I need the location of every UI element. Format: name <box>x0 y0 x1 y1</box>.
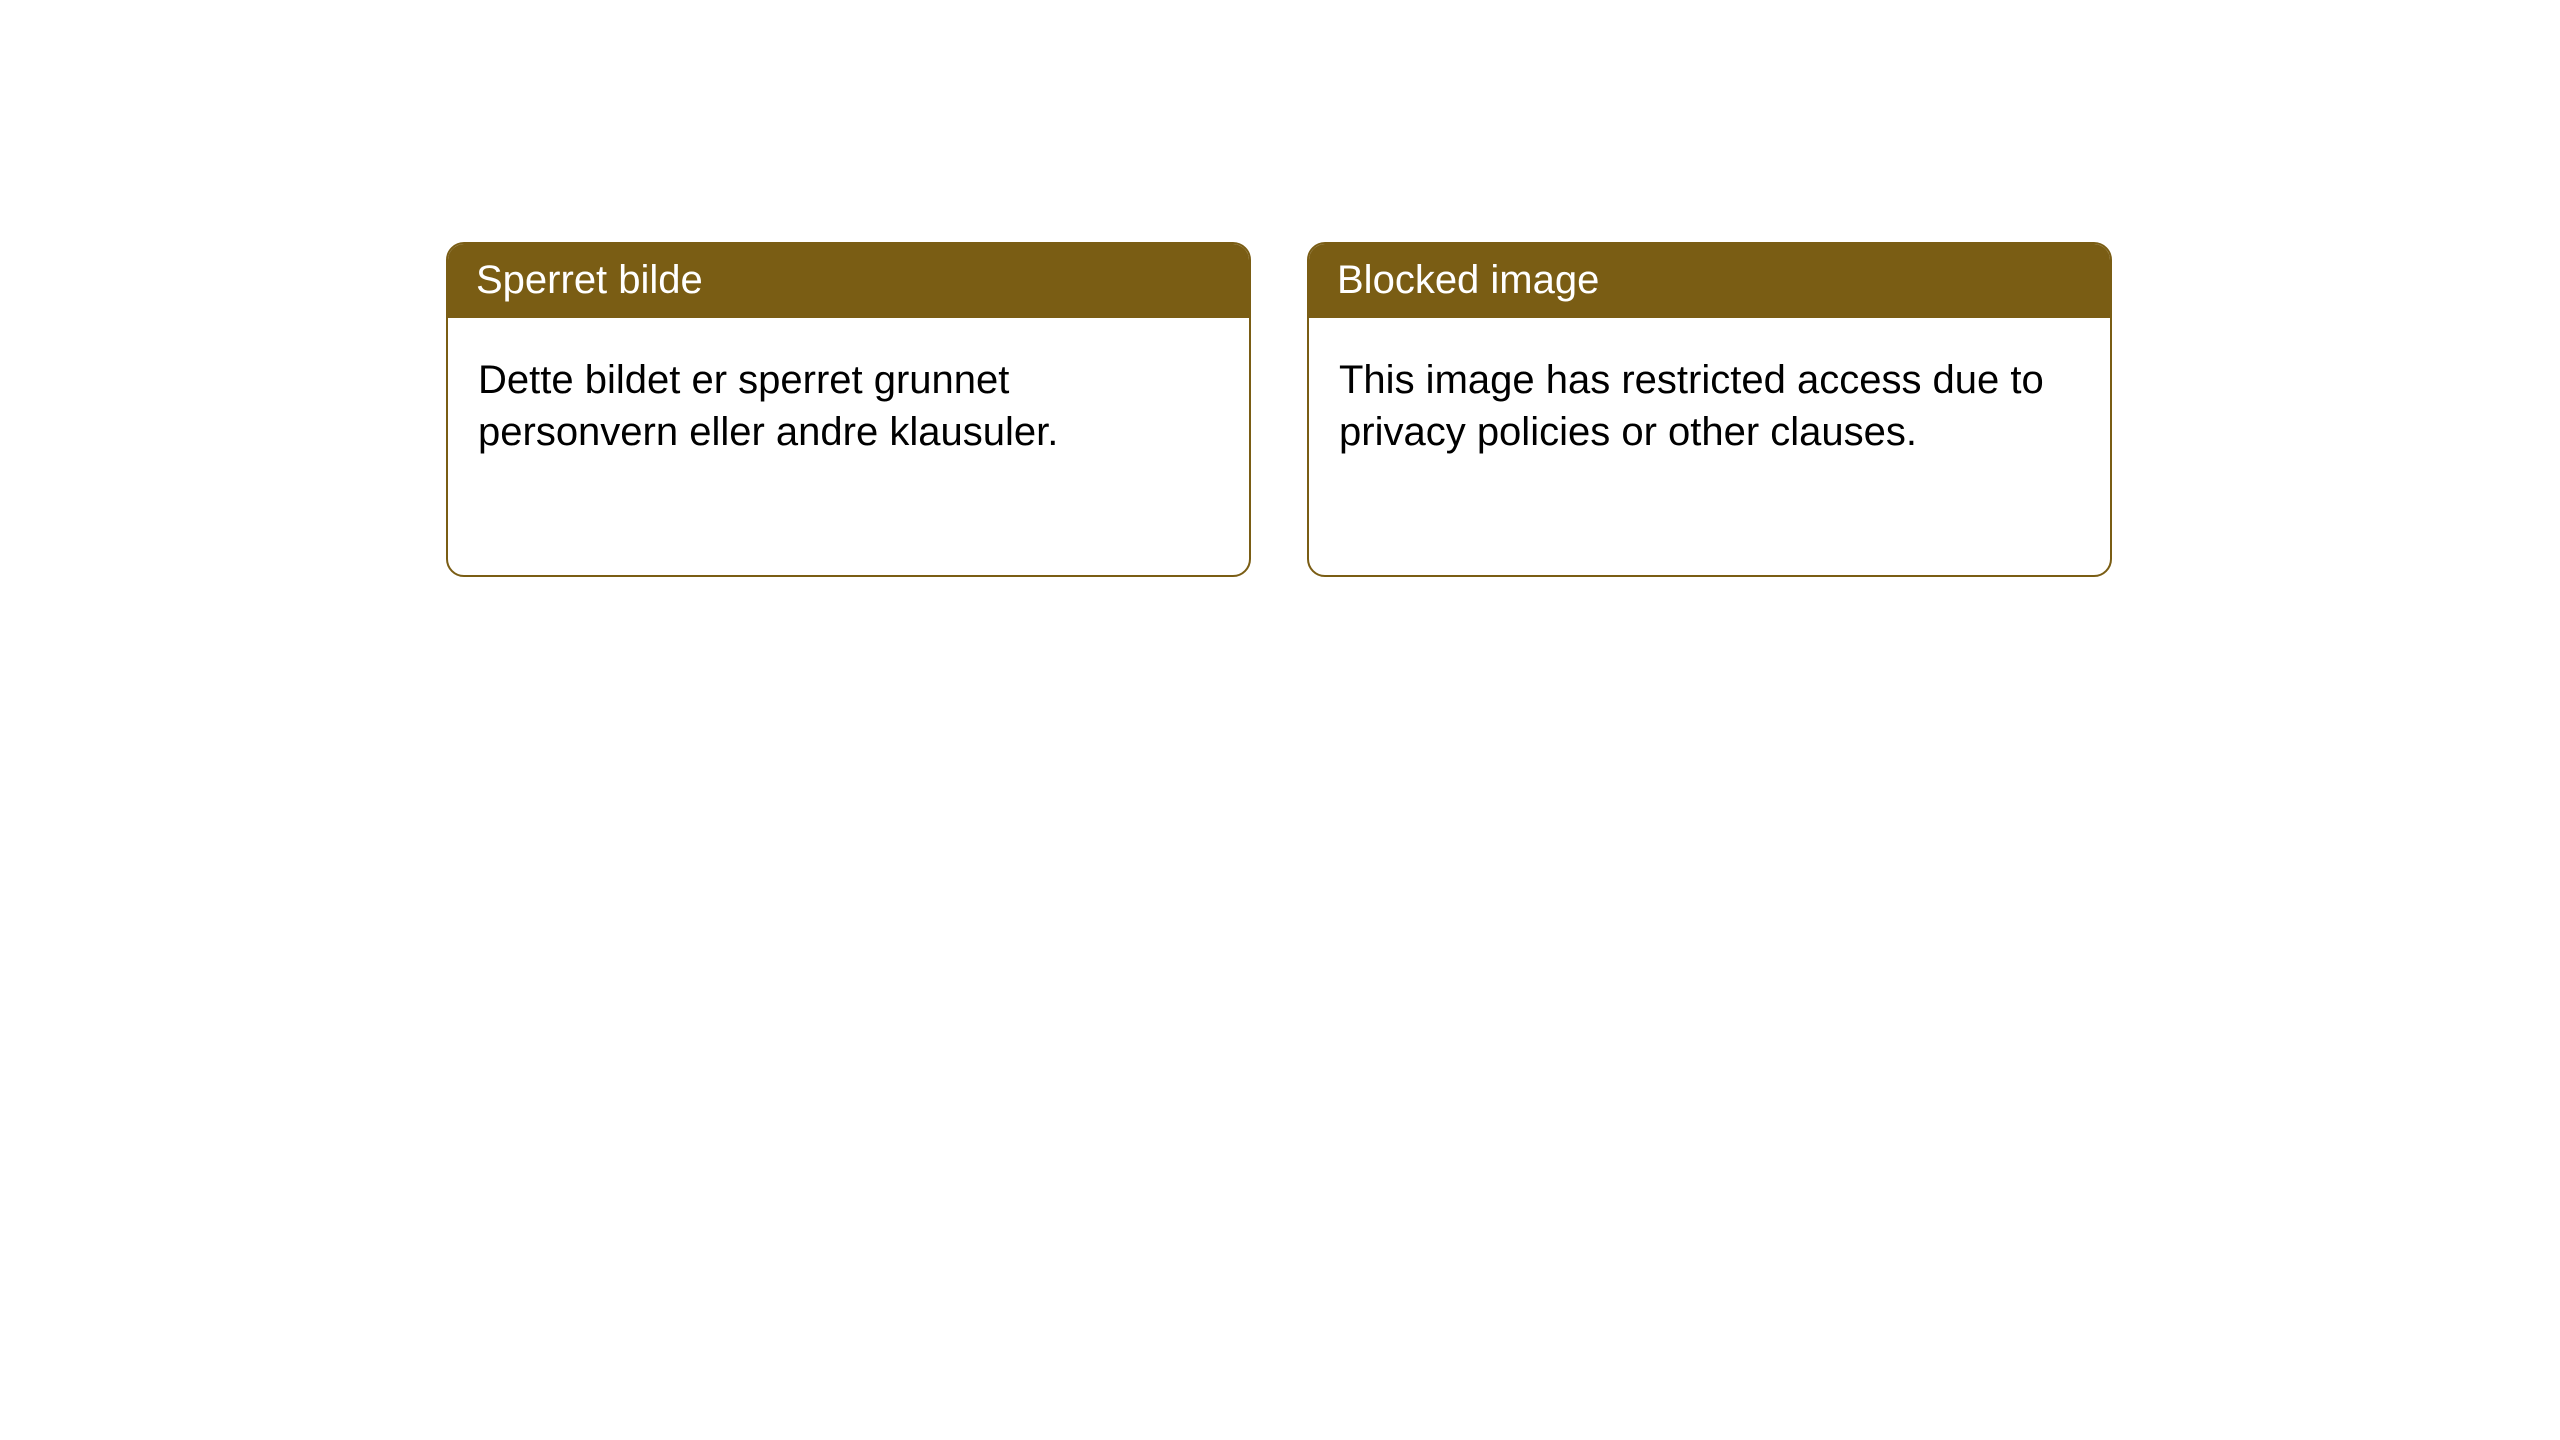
notice-card-norwegian: Sperret bilde Dette bildet er sperret gr… <box>446 242 1251 577</box>
notice-card-english: Blocked image This image has restricted … <box>1307 242 2112 577</box>
notice-title-norwegian: Sperret bilde <box>448 244 1249 318</box>
notice-container: Sperret bilde Dette bildet er sperret gr… <box>0 0 2560 577</box>
notice-body-norwegian: Dette bildet er sperret grunnet personve… <box>448 318 1249 488</box>
notice-body-english: This image has restricted access due to … <box>1309 318 2110 488</box>
notice-title-english: Blocked image <box>1309 244 2110 318</box>
